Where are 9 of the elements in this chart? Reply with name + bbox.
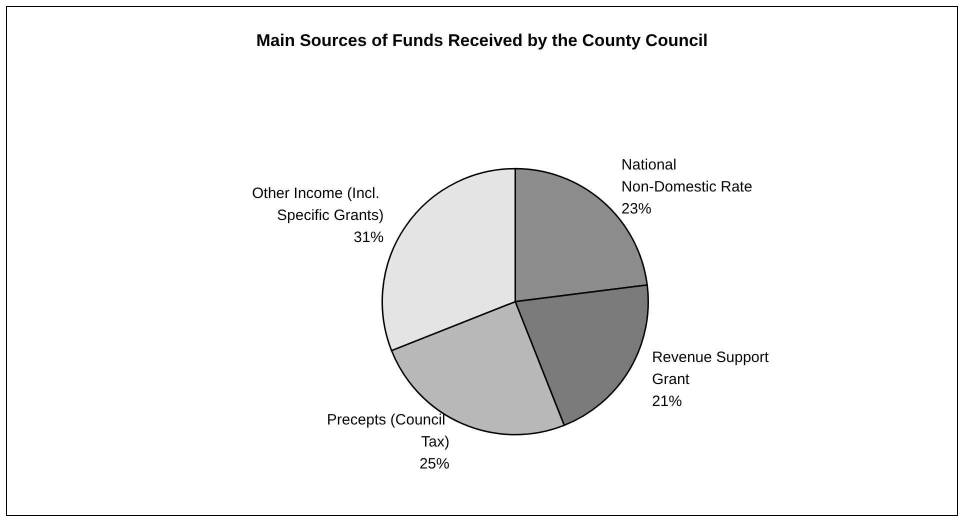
data-label: 31%: [354, 229, 384, 246]
slice-label: Other Income (Incl. Specific Grants): [252, 185, 384, 224]
slice-label: National Non-Domestic Rate: [621, 156, 752, 196]
data-label: 25%: [419, 456, 450, 473]
chart-title: Main Sources of Funds Received by the County Council: [256, 31, 708, 50]
data-label: 21%: [652, 393, 682, 410]
slice-label: Revenue Support Grant: [652, 349, 773, 388]
slice-label: Precepts (Council Tax): [326, 412, 450, 451]
data-label: 23%: [621, 200, 652, 218]
